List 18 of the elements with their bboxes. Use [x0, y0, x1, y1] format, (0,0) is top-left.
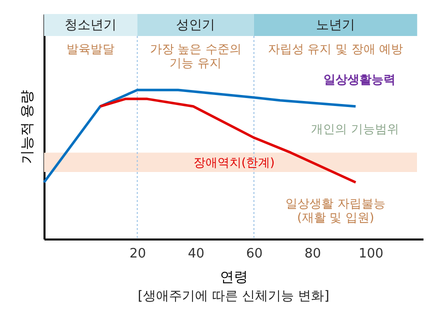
text: 발육발달 — [66, 42, 115, 56]
band-label: 노년기 — [316, 18, 356, 33]
text: 가장 높은 수준의 기능 유지 — [150, 42, 242, 70]
x-tick-label: 20 — [130, 246, 146, 262]
y-axis-title: 기능적 용량 — [20, 90, 36, 164]
annotation: 개인의 기능범위 — [311, 122, 399, 136]
band-label: 장애역치(한계) — [193, 155, 275, 170]
series-label: 일상생활능력 — [324, 72, 396, 86]
text: 일상생활 자립불능 (재활 및 입원) — [286, 196, 386, 224]
x-tick-label: 80 — [304, 246, 321, 262]
x-tick-label: 60 — [246, 246, 263, 262]
band-label: 성인기 — [176, 18, 216, 33]
x-tick-label: 40 — [188, 246, 204, 262]
band-label: 청소년기 — [64, 18, 117, 33]
x-axis-title: 연령 — [220, 270, 248, 286]
x-tick-label: 100 — [358, 246, 384, 262]
text: 자립성 유지 및 장애 예방 — [268, 42, 404, 56]
text: [생애주기에 따른 신체기능 변화] — [138, 289, 330, 304]
